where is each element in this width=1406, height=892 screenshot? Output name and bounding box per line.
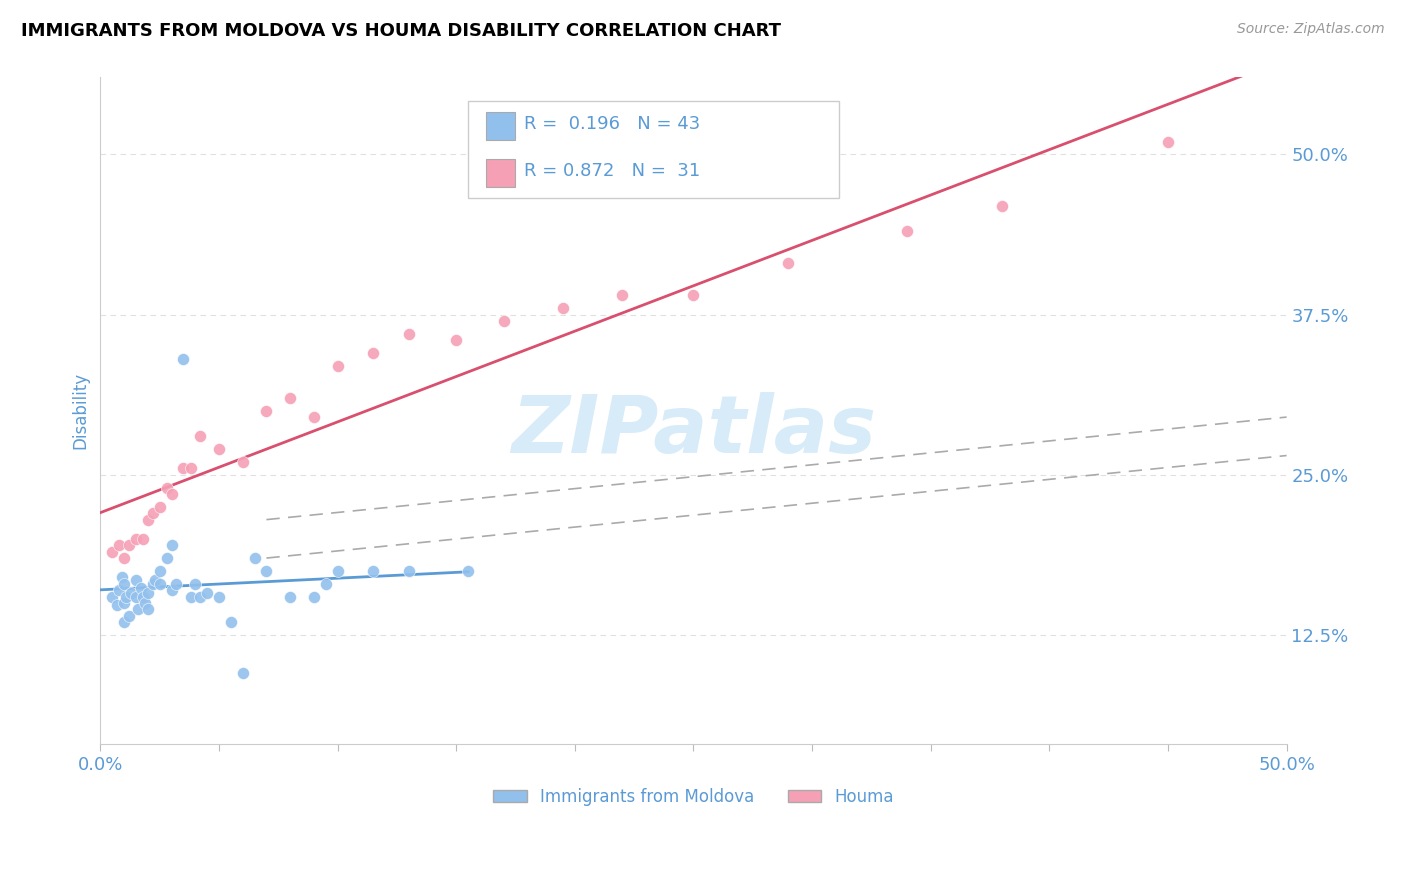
Point — [156, 551, 179, 566]
Point — [134, 596, 156, 610]
Point — [141, 506, 163, 520]
Point — [112, 596, 135, 610]
Text: R =  0.196   N = 43: R = 0.196 N = 43 — [524, 115, 700, 133]
Point — [118, 608, 141, 623]
Point — [1157, 135, 1180, 149]
Point — [118, 538, 141, 552]
Point — [219, 615, 242, 629]
Point — [188, 590, 211, 604]
Point — [991, 199, 1014, 213]
Point — [127, 602, 149, 616]
Point — [254, 564, 277, 578]
Point — [125, 573, 148, 587]
Point — [778, 256, 800, 270]
Point — [444, 333, 467, 347]
Point — [361, 346, 384, 360]
Point — [208, 442, 231, 457]
Point — [361, 564, 384, 578]
Point — [551, 301, 574, 315]
Point — [149, 500, 172, 514]
Point — [278, 391, 301, 405]
Point — [188, 429, 211, 443]
Point — [141, 576, 163, 591]
Point — [125, 590, 148, 604]
Point — [136, 585, 159, 599]
Point — [315, 576, 337, 591]
Point — [302, 410, 325, 425]
Point — [172, 461, 194, 475]
Point — [112, 576, 135, 591]
Point — [160, 487, 183, 501]
Point — [111, 570, 134, 584]
Point — [129, 581, 152, 595]
Point — [302, 590, 325, 604]
Point — [896, 224, 918, 238]
Point — [457, 564, 479, 578]
Point — [101, 590, 124, 604]
Point — [149, 564, 172, 578]
Text: Source: ZipAtlas.com: Source: ZipAtlas.com — [1237, 22, 1385, 37]
Point — [254, 403, 277, 417]
Point — [398, 326, 420, 341]
Point — [105, 599, 128, 613]
Legend: Immigrants from Moldova, Houma: Immigrants from Moldova, Houma — [486, 780, 900, 813]
Point — [112, 551, 135, 566]
Point — [112, 615, 135, 629]
Point — [120, 585, 142, 599]
Point — [136, 513, 159, 527]
Point — [243, 551, 266, 566]
Point — [149, 576, 172, 591]
Point — [184, 576, 207, 591]
Point — [612, 288, 634, 302]
Point — [160, 583, 183, 598]
Point — [326, 359, 349, 373]
Point — [132, 532, 155, 546]
Point — [143, 573, 166, 587]
Point — [165, 576, 187, 591]
Point — [208, 590, 231, 604]
Point — [179, 461, 201, 475]
Point — [172, 352, 194, 367]
Point — [132, 590, 155, 604]
Point — [682, 288, 704, 302]
Point — [195, 585, 218, 599]
Point — [179, 590, 201, 604]
Point — [115, 590, 138, 604]
Point — [108, 583, 131, 598]
Point — [156, 481, 179, 495]
Point — [232, 666, 254, 681]
Point — [326, 564, 349, 578]
Point — [101, 544, 124, 558]
Text: R = 0.872   N =  31: R = 0.872 N = 31 — [524, 162, 700, 180]
Y-axis label: Disability: Disability — [72, 372, 89, 450]
Point — [160, 538, 183, 552]
Point — [278, 590, 301, 604]
Point — [125, 532, 148, 546]
Point — [492, 314, 515, 328]
Point — [136, 602, 159, 616]
Point — [398, 564, 420, 578]
Point — [232, 455, 254, 469]
Text: IMMIGRANTS FROM MOLDOVA VS HOUMA DISABILITY CORRELATION CHART: IMMIGRANTS FROM MOLDOVA VS HOUMA DISABIL… — [21, 22, 782, 40]
Point — [108, 538, 131, 552]
Text: ZIPatlas: ZIPatlas — [510, 392, 876, 470]
